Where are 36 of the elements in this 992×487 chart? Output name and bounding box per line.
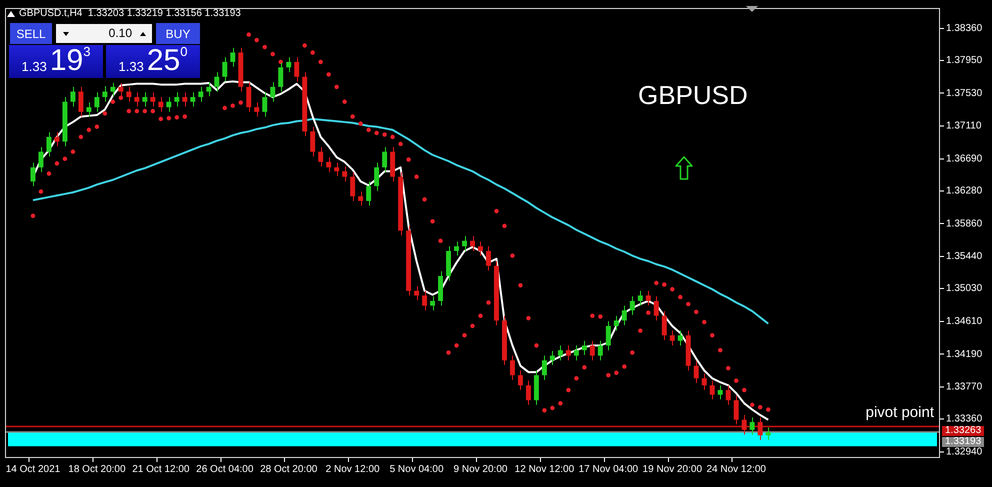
text: GBPUSD	[638, 80, 748, 111]
x-tick-label: 18 Oct 20:00	[68, 464, 126, 475]
y-tick-label: 1.35030	[946, 283, 983, 294]
x-tick-label: 2 Nov 12:00	[326, 464, 380, 475]
chart-subtitle: GBPUSD.t,H4 1.33203 1.33219 1.33156 1.33193	[19, 8, 241, 19]
x-tick-label: 26 Oct 04:00	[196, 464, 254, 475]
ref-line-label: pivot point	[866, 404, 935, 422]
y-tick-label: 1.37110	[946, 120, 982, 132]
y-tick-label: 1.33360	[946, 414, 983, 425]
x-tick-label: 21 Oct 12:00	[132, 464, 190, 475]
y-tick-label: 1.37950	[946, 55, 983, 66]
y-tick-label: 1.38360	[946, 23, 983, 34]
y-tick-label: 1.35860	[946, 218, 983, 230]
y-tick-label: 1.34610	[946, 316, 983, 328]
x-tick-label: 17 Nov 04:00	[578, 464, 639, 475]
y-tick-label: 1.37530	[946, 88, 983, 99]
y-tick-label: 1.36280	[946, 186, 983, 197]
x-tick-label: 9 Nov 20:00	[454, 464, 508, 475]
annotation: SELL	[10, 23, 52, 44]
text: 1.33263	[942, 425, 984, 436]
y-tick-label: 1.34190	[946, 348, 983, 360]
y-tick-label: 1.35440	[946, 251, 983, 262]
y-tick-label: 1.32940	[946, 446, 983, 458]
text: 1.33193	[942, 436, 984, 447]
annotation: BUY	[156, 23, 200, 44]
x-tick-label: 5 Nov 04:00	[390, 464, 444, 475]
x-tick-label: 24 Nov 12:00	[706, 464, 766, 475]
x-tick-label: 19 Nov 20:00	[642, 464, 702, 475]
x-tick-label: 12 Nov 12:00	[514, 464, 575, 475]
y-tick-label: 1.36690	[946, 154, 983, 165]
lot-size-field: 0.10	[56, 24, 152, 43]
x-tick-label: 14 Oct 2021	[6, 464, 61, 475]
annotation: 0.10	[108, 26, 132, 40]
x-tick-label: 28 Oct 20:00	[260, 464, 318, 475]
y-tick-label: 1.33770	[946, 382, 983, 393]
candlestick	[766, 427, 771, 441]
